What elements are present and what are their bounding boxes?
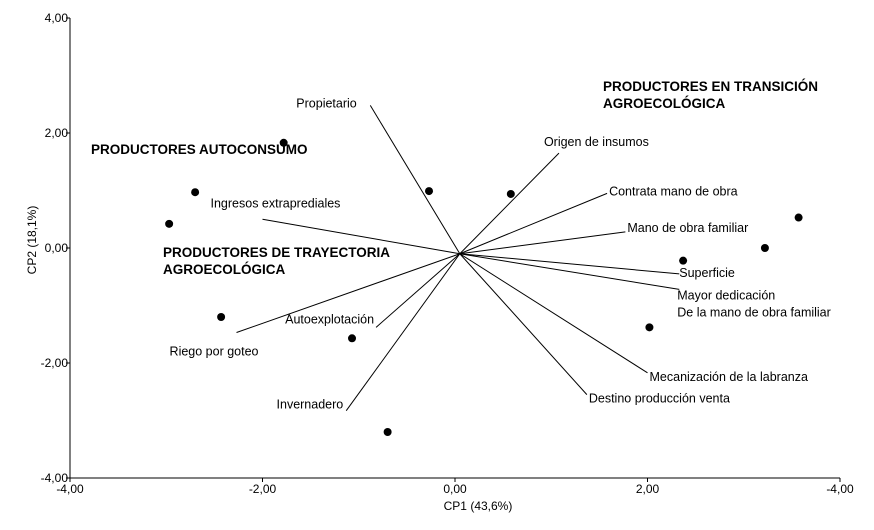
x-axis-title: CP1 (43,6%)	[444, 499, 513, 513]
score-point-1	[191, 188, 200, 197]
vector-line-6	[459, 253, 648, 374]
vector-line-0	[369, 105, 461, 255]
group-label-trayectoria-line1: PRODUCTORES DE TRAYECTORIA	[163, 245, 390, 260]
vector-label-0: Propietario	[296, 96, 356, 110]
vector-line-5	[459, 253, 680, 290]
vector-line-10	[236, 253, 460, 333]
group-label-transicion-line1: PRODUCTORES EN TRANSICIÓN	[603, 79, 818, 94]
vector-label-2: Contrata mano de obra	[609, 184, 738, 198]
x-tick-label-2: 0,00	[443, 482, 467, 496]
ticks: -4,00 -2,00 0,00 2,00 -4,00 4,00 2,00 0,00 -2,00…	[41, 11, 854, 496]
score-point-4	[506, 189, 515, 198]
y-tick-label-1: 2,00	[45, 126, 69, 140]
y-tick-label-0: 4,00	[45, 11, 69, 25]
y-axis-title: CP2 (18,1%)	[25, 206, 39, 275]
vector-label-6: Mecanización de la labranza	[650, 370, 808, 384]
y-tick-label-4: -4,00	[41, 471, 69, 485]
loading-vectors	[236, 105, 680, 412]
vector-label-1: Origen de insumos	[544, 135, 649, 149]
vector-line-8	[345, 253, 461, 412]
x-tick-label-4: -4,00	[826, 482, 854, 496]
score-points	[165, 138, 803, 436]
score-point-11	[383, 428, 392, 436]
vector-line-4	[459, 253, 680, 275]
vector-label-11: Ingresos extraprediales	[211, 196, 341, 210]
vector-label-7: Destino producción venta	[589, 392, 730, 406]
x-tick-label-0: -4,00	[56, 482, 84, 496]
group-label-trayectoria: PRODUCTORES DE TRAYECTORIA AGROECOLÓGICA	[163, 245, 393, 277]
vector-line-9	[375, 253, 461, 328]
x-tick-label-3: 2,00	[636, 482, 660, 496]
vector-label-5: Mayor dedicación De la mano de obra famil…	[677, 288, 831, 319]
vector-line-1	[459, 152, 560, 255]
score-point-2	[165, 219, 174, 228]
vector-line-7	[459, 253, 588, 395]
vector-line-3	[459, 231, 626, 255]
score-point-10	[348, 334, 357, 343]
vector-label-4: Superficie	[679, 266, 735, 280]
score-point-7	[679, 256, 688, 265]
x-tick-label-1: -2,00	[249, 482, 277, 496]
score-point-9	[217, 313, 226, 321]
score-point-5	[794, 213, 803, 222]
group-label-trayectoria-line2: AGROECOLÓGICA	[163, 262, 286, 277]
group-label-autoconsumo-line1: PRODUCTORES AUTOCONSUMO	[91, 142, 308, 157]
score-point-3	[425, 187, 434, 196]
y-tick-label-2: 0,00	[45, 241, 69, 255]
vector-label-9: Autoexplotación	[285, 312, 374, 326]
group-label-transicion-line2: AGROECOLÓGICA	[603, 96, 726, 111]
vector-labels: Propietario Origen de insumos Contrata man…	[170, 96, 831, 411]
vector-line-11	[262, 218, 460, 255]
vector-label-5-line2: De la mano de obra familiar	[677, 305, 831, 319]
score-point-6	[760, 244, 769, 252]
vector-label-5-line1: Mayor dedicación	[677, 288, 775, 302]
group-label-transicion: PRODUCTORES EN TRANSICIÓN AGROECOLÓGICA	[603, 79, 822, 111]
group-label-autoconsumo: PRODUCTORES AUTOCONSUMO	[91, 142, 308, 157]
vector-label-10: Riego por goteo	[170, 345, 259, 359]
vector-line-2	[459, 192, 608, 255]
vector-label-8: Invernadero	[277, 398, 344, 412]
vector-label-3: Mano de obra familiar	[627, 221, 748, 235]
score-point-0	[279, 138, 288, 147]
y-tick-label-3: -2,00	[41, 356, 69, 370]
score-point-8	[645, 323, 654, 332]
